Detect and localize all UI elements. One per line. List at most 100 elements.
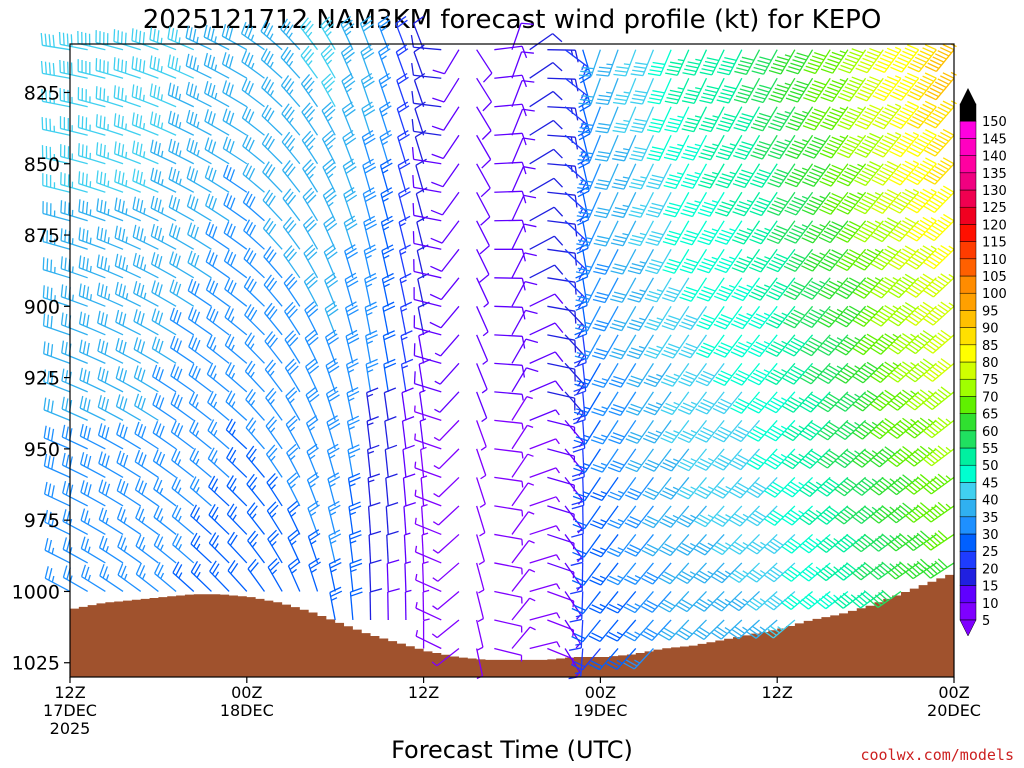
barb-staff [687,533,707,556]
barb-flag [362,158,374,166]
barb-flag [613,154,627,158]
barb-flag [158,369,164,382]
wind-barb [419,418,427,449]
wind-barb [476,249,490,283]
barb-half-flag [213,429,218,437]
barb-flag [746,490,759,499]
barb-staff [775,419,796,442]
barb-half-flag [585,265,592,268]
wind-barb [476,391,488,423]
barb-flag [648,375,661,381]
barb-flag [207,111,213,124]
barb-flag [361,48,373,57]
barb-half-flag [712,143,719,147]
barb-half-flag [141,544,146,552]
barb-half-flag [230,344,235,351]
barb-flag [379,48,391,57]
barb-flag [714,544,726,553]
barb-flag [753,260,766,267]
barb-flag [82,369,87,382]
wind-barb [283,245,301,279]
barb-staff [361,136,372,164]
barb-flag [734,179,748,185]
barb-flag [667,177,680,183]
barb-flag [698,183,711,189]
barb-flag [643,630,656,639]
barb-flag [737,426,750,434]
barb-flag [62,537,68,550]
barb-flag [644,325,657,331]
wind-barb [511,338,539,364]
barb-flag [185,25,190,38]
barb-flag [748,628,760,637]
barb-flag [98,507,104,520]
barb-flag [665,374,678,381]
barb-flag [379,19,391,28]
wind-barb [95,86,124,108]
barb-flag [751,235,764,242]
barb-flag [269,309,278,320]
barb-flag [267,110,275,122]
barb-half-flag [433,493,440,498]
barb-flag [612,238,626,243]
barb-staff [618,505,637,529]
barb-flag [349,534,362,540]
barb-flag [87,484,92,497]
barb-staff [710,106,725,132]
barb-flag [380,187,393,195]
barb-flag [766,294,778,301]
barb-half-flag [161,235,165,242]
barb-flag [823,286,836,294]
barb-staff [811,334,831,357]
barb-flag [81,144,84,157]
barb-flag [611,186,625,190]
barb-flag [284,191,294,203]
barb-flag [64,370,69,383]
barb-flag [323,76,334,87]
barb-flag [132,252,137,266]
barb-flag [366,416,379,422]
wind-barb [382,330,396,364]
barb-flag [260,20,268,32]
barb-flag [131,28,134,41]
barb-staff [115,377,142,393]
barb-flag [772,509,784,518]
wind-barb [207,390,230,421]
barb-flag [266,334,276,345]
barb-flag [577,186,590,191]
wind-barb [265,416,283,450]
barb-flag [193,535,201,547]
barb-flag [624,550,637,557]
barb-flag [191,337,198,350]
barb-flag [86,286,90,299]
barb-flag [861,282,873,291]
wind-barb [693,562,725,584]
barb-flag [87,455,92,469]
barb-flag [787,94,801,100]
barb-flag [47,399,51,412]
barb-flag [645,462,657,469]
barb-staff [511,137,524,165]
wind-barb [43,369,71,393]
wind-barb [153,505,177,535]
barb-flag [647,487,660,494]
barb-staff [207,458,230,478]
barb-staff [759,334,778,358]
barb-flag [693,576,706,584]
barb-flag [244,304,252,316]
barb-staff [97,350,124,364]
barb-flag [347,280,359,288]
barb-flag [758,169,771,175]
barb-flag [155,338,161,351]
barb-half-flag [599,603,606,608]
barb-flag [768,97,781,103]
barb-flag [156,451,162,464]
barb-staff [440,277,460,300]
barb-half-flag [400,279,407,284]
barb-flag [728,575,740,583]
barb-flag [229,478,237,490]
wind-barb [265,387,283,421]
barb-staff [415,193,425,221]
barb-flag [140,313,145,326]
barb-staff [564,334,585,356]
